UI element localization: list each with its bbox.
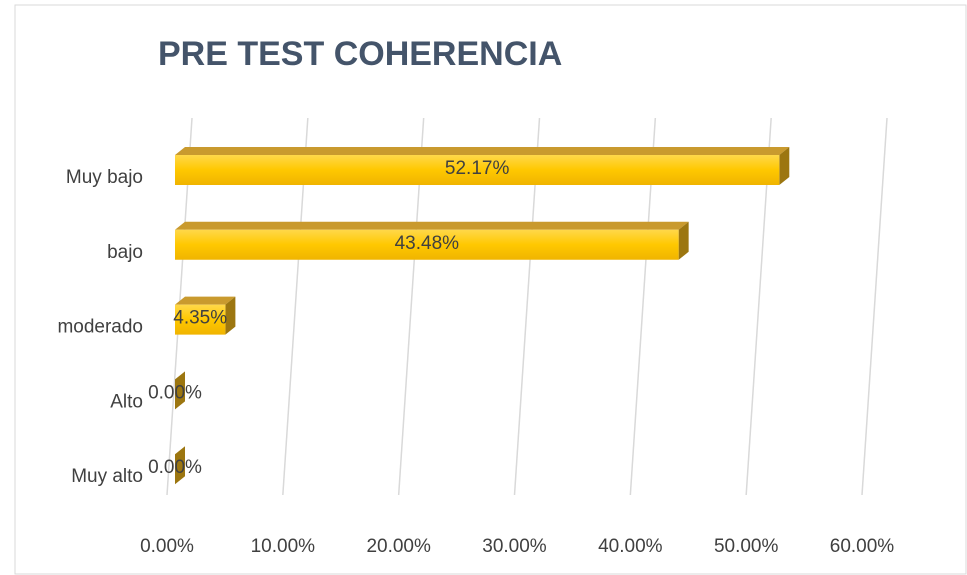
bar — [175, 371, 185, 410]
y-tick-label: moderado — [57, 317, 143, 338]
x-tick-label: 0.00% — [140, 536, 194, 557]
bar — [175, 147, 790, 185]
bar-front — [175, 304, 226, 335]
bar-top — [175, 296, 236, 305]
value-label: 43.48% — [395, 233, 460, 254]
bar-top — [175, 147, 790, 155]
value-label: 52.17% — [445, 158, 510, 179]
bar — [175, 296, 236, 335]
bar-side — [175, 446, 185, 485]
bar — [175, 446, 185, 485]
chart-title: PRE TEST COHERENCIA — [158, 35, 562, 73]
y-tick-label: Alto — [110, 391, 143, 412]
x-tick-label: 30.00% — [482, 536, 547, 557]
bar-front — [175, 229, 679, 260]
bar — [175, 221, 689, 260]
grid-line — [861, 117, 888, 496]
bar-side — [175, 371, 185, 410]
x-tick-label: 40.00% — [598, 536, 663, 557]
bar-side — [779, 147, 790, 185]
bar-side — [225, 296, 236, 335]
x-tick-label: 60.00% — [830, 536, 895, 557]
y-tick-label: Muy bajo — [66, 167, 143, 188]
y-tick-label: bajo — [107, 242, 143, 263]
chart-border — [14, 4, 967, 575]
value-label: 0.00% — [148, 457, 202, 478]
x-tick-label: 20.00% — [366, 536, 431, 557]
bar-front — [175, 155, 780, 185]
x-tick-label: 50.00% — [714, 536, 779, 557]
y-tick-label: Muy alto — [71, 466, 143, 487]
value-label: 4.35% — [173, 308, 227, 329]
bar-side — [678, 221, 689, 260]
bar-top — [175, 221, 689, 230]
value-label: 0.00% — [148, 382, 202, 403]
x-tick-label: 10.00% — [251, 536, 316, 557]
